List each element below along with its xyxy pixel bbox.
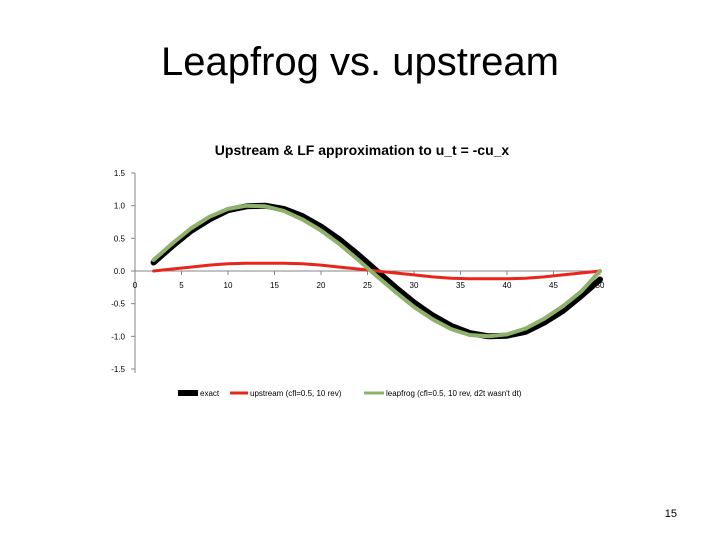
chart-series-layer [150,202,603,340]
x-tick-label: 20 [317,281,326,290]
x-tick-label: 25 [363,281,372,290]
x-tick-label: 10 [224,281,233,290]
y-tick-label: -1.0 [111,332,125,341]
x-tick-label: 0 [133,281,138,290]
x-tick-label: 5 [179,281,184,290]
x-tick-label: 15 [270,281,279,290]
chart-legend: exact upstream (cfl=0.5, 10 rev) leapfrog … [178,389,522,398]
slide-number: 15 [664,508,677,520]
y-tick-label: 0.0 [114,267,126,276]
x-tick-label: 45 [549,281,558,290]
y-tick-label: 0.5 [114,234,126,243]
legend-label-2: upstream (cfl=0.5, 10 rev) [250,389,342,398]
series-line-2 [152,261,602,281]
y-tick-label: -0.5 [111,300,125,309]
chart-title: Upstream & LF approximation to u_t = -cu… [215,142,510,158]
legend-label-3: leapfrog (cfl=0.5, 10 rev, d2t wasn't dt… [386,389,522,398]
y-tick-label: -1.5 [111,365,125,374]
chart-axes: 1.5 1.0 0.5 0.0 -0.5 -1.0 -1.5 0 5 10 15 20 25 30 35 40… [111,169,605,374]
y-tick-label: 1.0 [114,202,126,211]
x-tick-label: 30 [410,281,419,290]
series-line-3 [151,203,602,339]
legend-label-1: exact [200,389,220,398]
y-tick-label: 1.5 [114,169,126,178]
x-tick-label: 35 [456,281,465,290]
x-tick-label: 40 [503,281,512,290]
slide-title: Leapfrog vs. upstream [161,40,559,84]
x-tick-label: 50 [596,281,605,290]
